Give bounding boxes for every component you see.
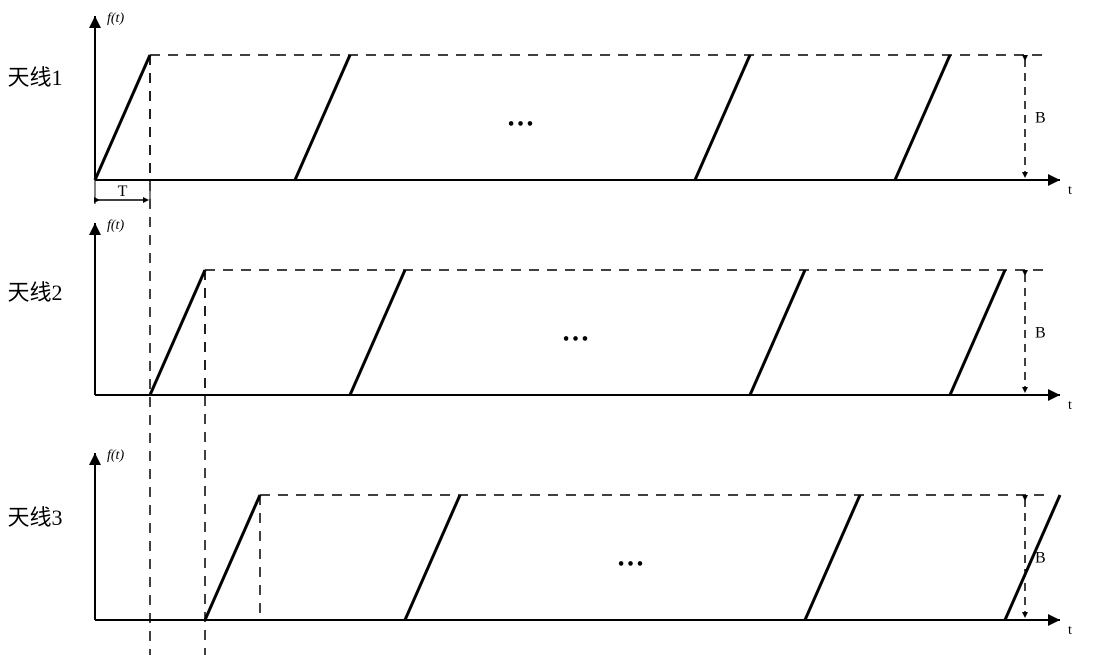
antenna-row-3: 天线3 f(t) t B … [7, 448, 1072, 638]
chirp-ramp [350, 270, 405, 395]
antenna-row-1: 天线1 f(t) t B … T [7, 11, 1072, 204]
period-label: T [118, 183, 128, 200]
x-axis-label: t [1068, 183, 1072, 198]
chirp-ramp [1005, 495, 1060, 620]
y-axis-label: f(t) [107, 448, 124, 463]
chirp-ramp [895, 55, 950, 180]
ellipsis: … [562, 317, 594, 348]
antenna-row-2: 天线2 f(t) t B … [7, 218, 1072, 413]
row-label: 天线3 [7, 505, 62, 530]
chirp-ramp [150, 270, 205, 395]
timing-diagram: 天线1 f(t) t B … T 天线2 f(t) t B … 天线3 f(t) t B … [0, 0, 1101, 655]
chirp-ramp [695, 55, 750, 180]
bandwidth-label: B [1035, 325, 1046, 342]
row-label: 天线2 [7, 280, 62, 305]
bandwidth-label: B [1035, 550, 1046, 567]
ellipsis: … [617, 542, 649, 573]
y-axis-label: f(t) [107, 218, 124, 233]
chirp-ramp [95, 55, 150, 180]
chirp-ramp [295, 55, 350, 180]
chirp-ramp [205, 495, 260, 620]
x-axis-label: t [1068, 398, 1072, 413]
chirp-ramp [805, 495, 860, 620]
x-axis-label: t [1068, 623, 1072, 638]
chirp-ramp [750, 270, 805, 395]
ellipsis: … [507, 102, 539, 133]
chirp-ramp [405, 495, 460, 620]
y-axis-label: f(t) [107, 11, 124, 26]
bandwidth-label: B [1035, 110, 1046, 127]
chirp-ramp [950, 270, 1005, 395]
row-label: 天线1 [7, 65, 62, 90]
